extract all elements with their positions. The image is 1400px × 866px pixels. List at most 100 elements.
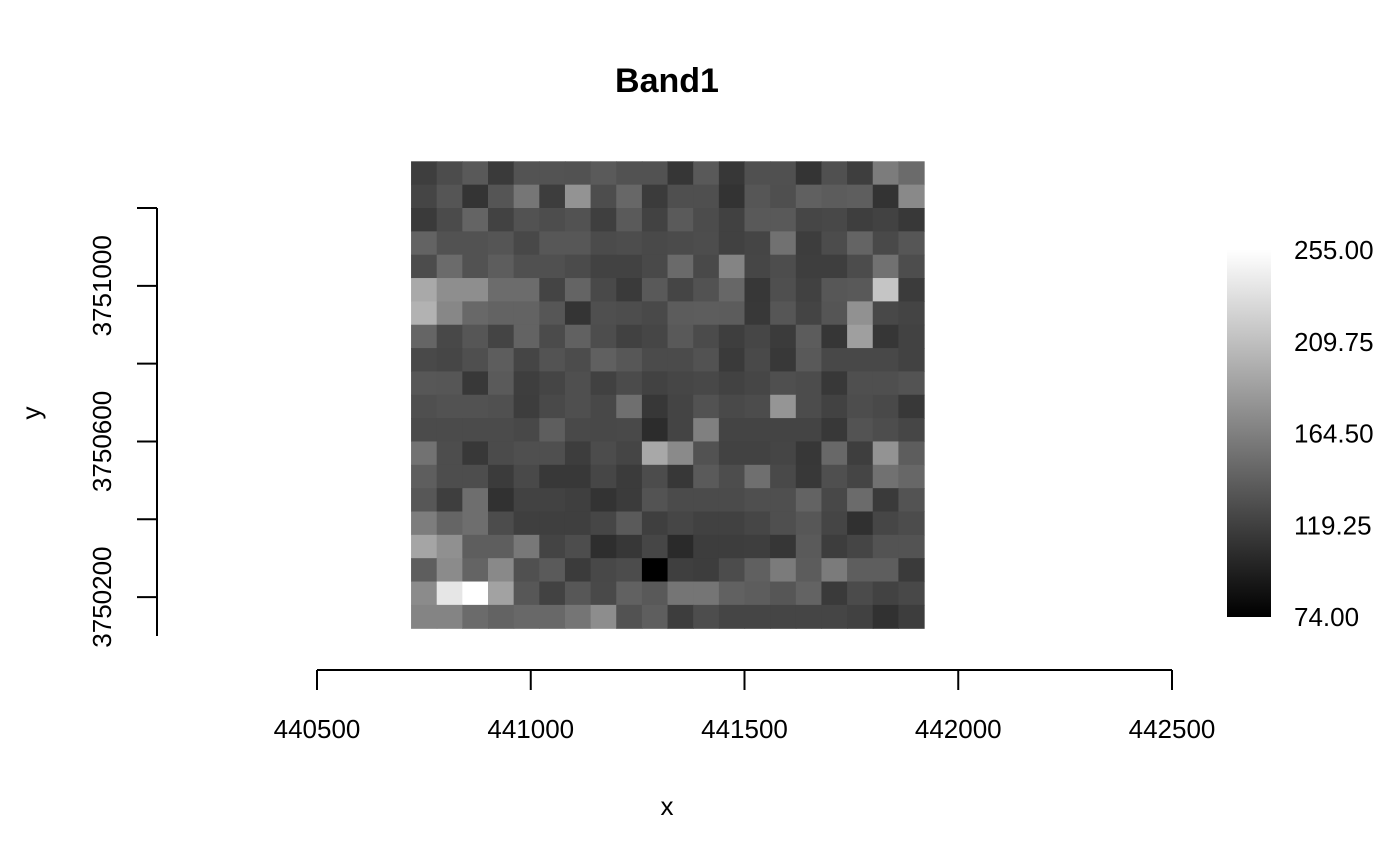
- raster-cell: [590, 394, 617, 419]
- raster-cell: [641, 418, 669, 443]
- raster-cell: [436, 464, 463, 489]
- raster-cell: [641, 394, 669, 419]
- raster-cell: [513, 394, 540, 419]
- raster-cell: [462, 488, 489, 513]
- raster-cell: [539, 581, 566, 606]
- raster-cell: [513, 324, 540, 349]
- raster-cell: [898, 581, 925, 606]
- raster-cell: [898, 511, 925, 536]
- raster-cell: [436, 208, 463, 232]
- raster-cell: [693, 301, 720, 326]
- raster-cell: [770, 348, 797, 373]
- x-axis: 440500 441000 441500 442000 442500: [274, 669, 1215, 744]
- raster-cell: [821, 254, 848, 279]
- raster-cell: [744, 254, 771, 279]
- raster-cell: [564, 604, 592, 629]
- raster-cell: [436, 161, 463, 186]
- raster-cell: [898, 558, 925, 583]
- raster-cell: [770, 534, 797, 559]
- raster-cell: [590, 301, 617, 326]
- raster-cell: [770, 558, 797, 583]
- raster-cell: [872, 488, 899, 513]
- raster-cell: [744, 441, 771, 466]
- raster-cell: [641, 441, 669, 466]
- raster-cell: [513, 581, 540, 606]
- raster-cell: [641, 488, 669, 513]
- raster-cell: [616, 161, 643, 186]
- raster-cell: [693, 231, 720, 256]
- raster-cell: [564, 231, 592, 256]
- raster-cell: [821, 441, 848, 466]
- raster-cell: [462, 324, 489, 349]
- raster-cell: [539, 208, 566, 232]
- raster-cell: [462, 418, 489, 443]
- raster-cell: [436, 534, 463, 559]
- raster-cell: [462, 301, 489, 326]
- raster-cell: [718, 371, 746, 396]
- raster-cell: [411, 324, 438, 349]
- raster-cell: [513, 254, 540, 279]
- raster-cell: [513, 558, 540, 583]
- raster-cell: [847, 348, 874, 373]
- raster-cell: [795, 254, 823, 279]
- raster-cell: [590, 488, 617, 513]
- legend-tick-label: 74.00: [1294, 602, 1359, 632]
- raster-cell: [564, 324, 592, 349]
- raster-cell: [564, 184, 592, 209]
- raster-cell: [436, 394, 463, 419]
- raster-grid: [411, 161, 925, 629]
- raster-cell: [821, 534, 848, 559]
- raster-cell: [770, 394, 797, 419]
- raster-cell: [462, 278, 489, 302]
- raster-cell: [411, 441, 438, 466]
- raster-cell: [641, 278, 669, 302]
- raster-cell: [436, 348, 463, 373]
- raster-cell: [821, 324, 848, 349]
- raster-cell: [590, 604, 617, 629]
- raster-cell: [616, 184, 643, 209]
- raster-cell: [821, 394, 848, 419]
- raster-cell: [564, 301, 592, 326]
- raster-cell: [564, 278, 592, 302]
- raster-cell: [872, 418, 899, 443]
- raster-cell: [616, 324, 643, 349]
- raster-cell: [641, 231, 669, 256]
- raster-cell: [616, 301, 643, 326]
- raster-cell: [641, 371, 669, 396]
- raster-cell: [436, 301, 463, 326]
- raster-cell: [770, 488, 797, 513]
- raster-cell: [667, 394, 694, 419]
- raster-cell: [462, 254, 489, 279]
- raster-cell: [847, 511, 874, 536]
- raster-cell: [488, 278, 515, 302]
- raster-cell: [744, 418, 771, 443]
- raster-cell: [795, 278, 823, 302]
- raster-cell: [488, 161, 515, 186]
- raster-cell: [872, 604, 899, 629]
- raster-cell: [718, 558, 746, 583]
- raster-cell: [770, 231, 797, 256]
- raster-cell: [488, 208, 515, 232]
- raster-cell: [590, 558, 617, 583]
- raster-cell: [898, 464, 925, 489]
- raster-cell: [693, 534, 720, 559]
- raster-cell: [539, 301, 566, 326]
- raster-cell: [564, 208, 592, 232]
- raster-cell: [872, 231, 899, 256]
- raster-cell: [821, 208, 848, 232]
- raster-cell: [718, 534, 746, 559]
- raster-cell: [821, 488, 848, 513]
- raster-cell: [564, 441, 592, 466]
- raster-cell: [488, 558, 515, 583]
- legend-tick-label: 164.50: [1294, 419, 1374, 449]
- raster-cell: [564, 418, 592, 443]
- raster-cell: [693, 558, 720, 583]
- raster-cell: [821, 418, 848, 443]
- raster-cell: [436, 511, 463, 536]
- x-axis-label: x: [661, 791, 674, 821]
- raster-cell: [590, 371, 617, 396]
- raster-cell: [462, 348, 489, 373]
- raster-cell: [539, 371, 566, 396]
- raster-cell: [411, 581, 438, 606]
